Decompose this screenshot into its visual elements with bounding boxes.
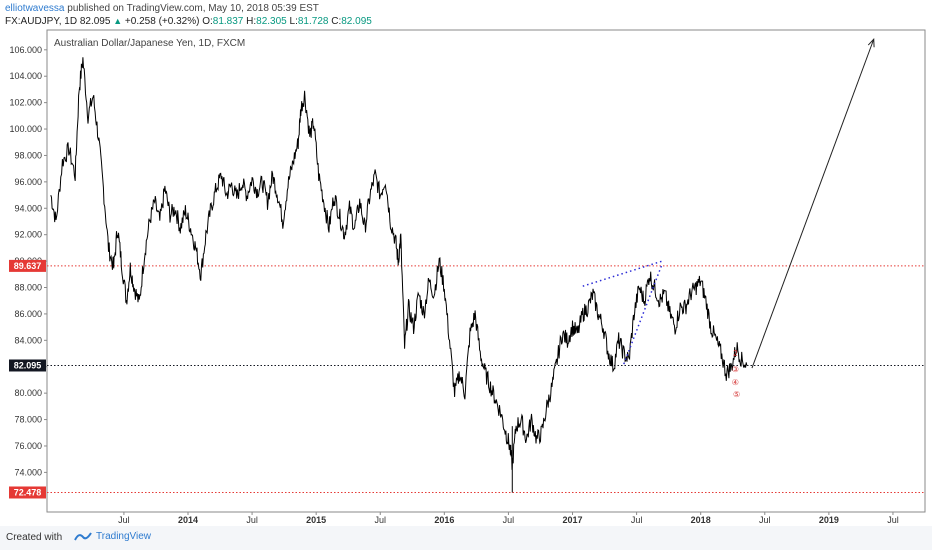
y-tick-label: 94.000 (14, 203, 42, 213)
chart-drawings: 2 ③ ④ ⑤ (582, 38, 875, 399)
wave-label: ③ (732, 365, 739, 374)
y-tick-label: 102.000 (9, 98, 42, 108)
level-tag (9, 259, 46, 272)
level-tag (9, 486, 46, 499)
price-line (50, 57, 748, 470)
publisher-line: elliotwavessa published on TradingView.c… (5, 3, 319, 14)
x-tick-label: Jul (503, 515, 515, 525)
chart-title: Australian Dollar/Japanese Yen, 1D, FXCM (54, 38, 245, 49)
y-tick-label: 84.000 (14, 335, 42, 345)
price-series (50, 57, 748, 493)
x-axis: Jul 2014 Jul 2015 Jul 2016 Jul 2017 Jul 2018 Jul 20… (118, 512, 899, 525)
tradingview-brand: TradingView (96, 531, 152, 542)
x-tick-label: 2018 (691, 515, 711, 525)
x-tick-label: Jul (887, 515, 899, 525)
tradingview-link[interactable]: TradingView (74, 531, 151, 542)
forecast-arrow-line (751, 39, 875, 369)
x-tick-label: Jul (118, 515, 130, 525)
y-tick-label: 96.000 (14, 177, 42, 187)
level-tag (9, 359, 46, 372)
low-value: 81.728 (297, 16, 329, 27)
open-label: O: (202, 16, 213, 27)
y-tick-label: 104.000 (9, 71, 42, 81)
wave-label: 2 (733, 349, 738, 358)
y-tick-label: 86.000 (14, 309, 42, 319)
x-tick-label: Jul (246, 515, 258, 525)
close-value: 82.095 (341, 16, 372, 27)
y-tick-label: 76.000 (14, 441, 42, 451)
price-chart[interactable]: Australian Dollar/Japanese Yen, 1D, FXCM… (0, 0, 932, 526)
x-tick-label: Jul (374, 515, 386, 525)
y-tick-label: 80.000 (14, 388, 42, 398)
up-arrow-icon: ▲ (113, 16, 123, 26)
symbol-label: FX:AUDJPY, 1D (5, 16, 78, 27)
x-tick-label: Jul (631, 515, 643, 525)
price-change: +0.258 (+0.32%) (124, 16, 200, 27)
y-tick-label: 92.000 (14, 230, 42, 240)
x-tick-label: 2019 (819, 515, 839, 525)
level-tag-label: 72.478 (14, 487, 42, 497)
footer: Created with TradingView (0, 526, 932, 550)
close-label: C: (331, 16, 342, 27)
y-tick-label: 78.000 (14, 415, 42, 425)
ohlc-line: FX:AUDJPY, 1D 82.095 ▲ +0.258 (+0.32%) O… (5, 16, 372, 27)
wedge-upper-line (582, 260, 663, 287)
publish-info: published on TradingView.com, May 10, 20… (67, 3, 319, 14)
level-tag-label: 82.095 (14, 360, 42, 370)
y-tick-label: 88.000 (14, 283, 42, 293)
wave-label: ④ (732, 378, 739, 387)
last-price: 82.095 (79, 16, 111, 27)
high-value: 82.305 (256, 16, 287, 27)
tradingview-logo-icon (74, 532, 92, 541)
created-with-label: Created with (6, 532, 63, 543)
horizontal-levels: 89.637 82.095 72.478 (9, 259, 925, 499)
y-tick-label: 98.000 (14, 150, 42, 160)
x-tick-label: 2014 (178, 515, 198, 525)
x-tick-label: Jul (759, 515, 771, 525)
x-tick-label: 2016 (434, 515, 454, 525)
forecast-arrow-head-icon (867, 38, 875, 48)
y-tick-label: 100.000 (9, 124, 42, 134)
open-value: 81.837 (212, 16, 244, 27)
y-tick-label: 106.000 (9, 45, 42, 55)
plot-border (46, 29, 926, 513)
y-tick-label: 74.000 (14, 467, 42, 477)
wave-label: ⑤ (733, 390, 740, 399)
low-label: L: (289, 16, 298, 27)
x-tick-label: 2017 (563, 515, 583, 525)
x-tick-label: 2015 (306, 515, 326, 525)
publisher-username[interactable]: elliotwavessa (5, 3, 65, 14)
high-label: H: (246, 16, 257, 27)
level-tag-label: 89.637 (14, 261, 42, 271)
plot-frame (46, 29, 926, 513)
